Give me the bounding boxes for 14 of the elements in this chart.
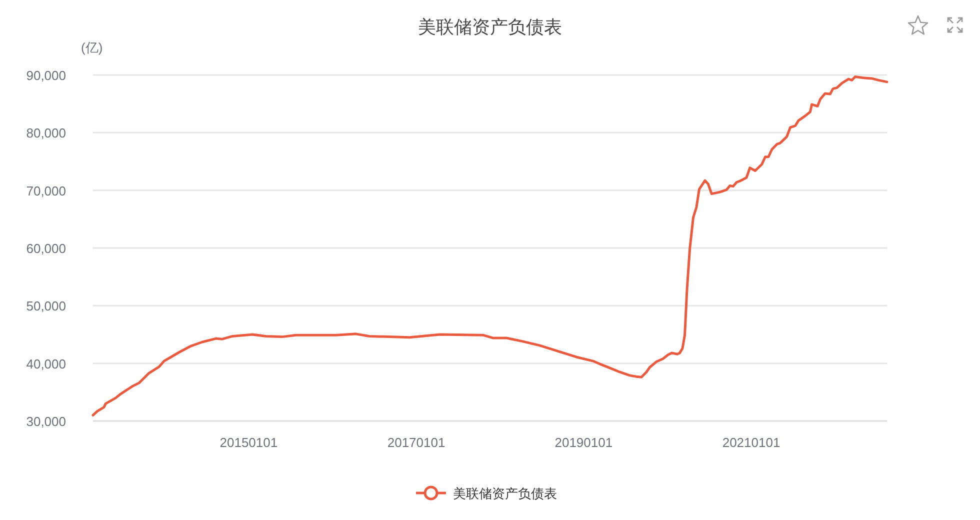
y-tick-label: 40,000 bbox=[26, 356, 66, 372]
chart-title: 美联储资产负债表 bbox=[418, 17, 562, 37]
y-tick-label: 60,000 bbox=[26, 241, 66, 256]
x-tick-label: 20190101 bbox=[554, 435, 613, 450]
y-tick-label: 70,000 bbox=[26, 183, 66, 198]
y-tick-label: 90,000 bbox=[26, 68, 66, 83]
x-tick-label: 20210101 bbox=[722, 435, 780, 450]
x-tick-label: 20150101 bbox=[220, 435, 278, 450]
y-tick-label: 50,000 bbox=[26, 298, 66, 314]
x-tick-label: 20170101 bbox=[387, 435, 446, 450]
legend-label: 美联储资产负债表 bbox=[453, 486, 557, 501]
y-axis-title: (亿) bbox=[81, 40, 103, 55]
y-tick-label: 80,000 bbox=[26, 126, 66, 141]
y-tick-label: 30,000 bbox=[26, 414, 66, 429]
